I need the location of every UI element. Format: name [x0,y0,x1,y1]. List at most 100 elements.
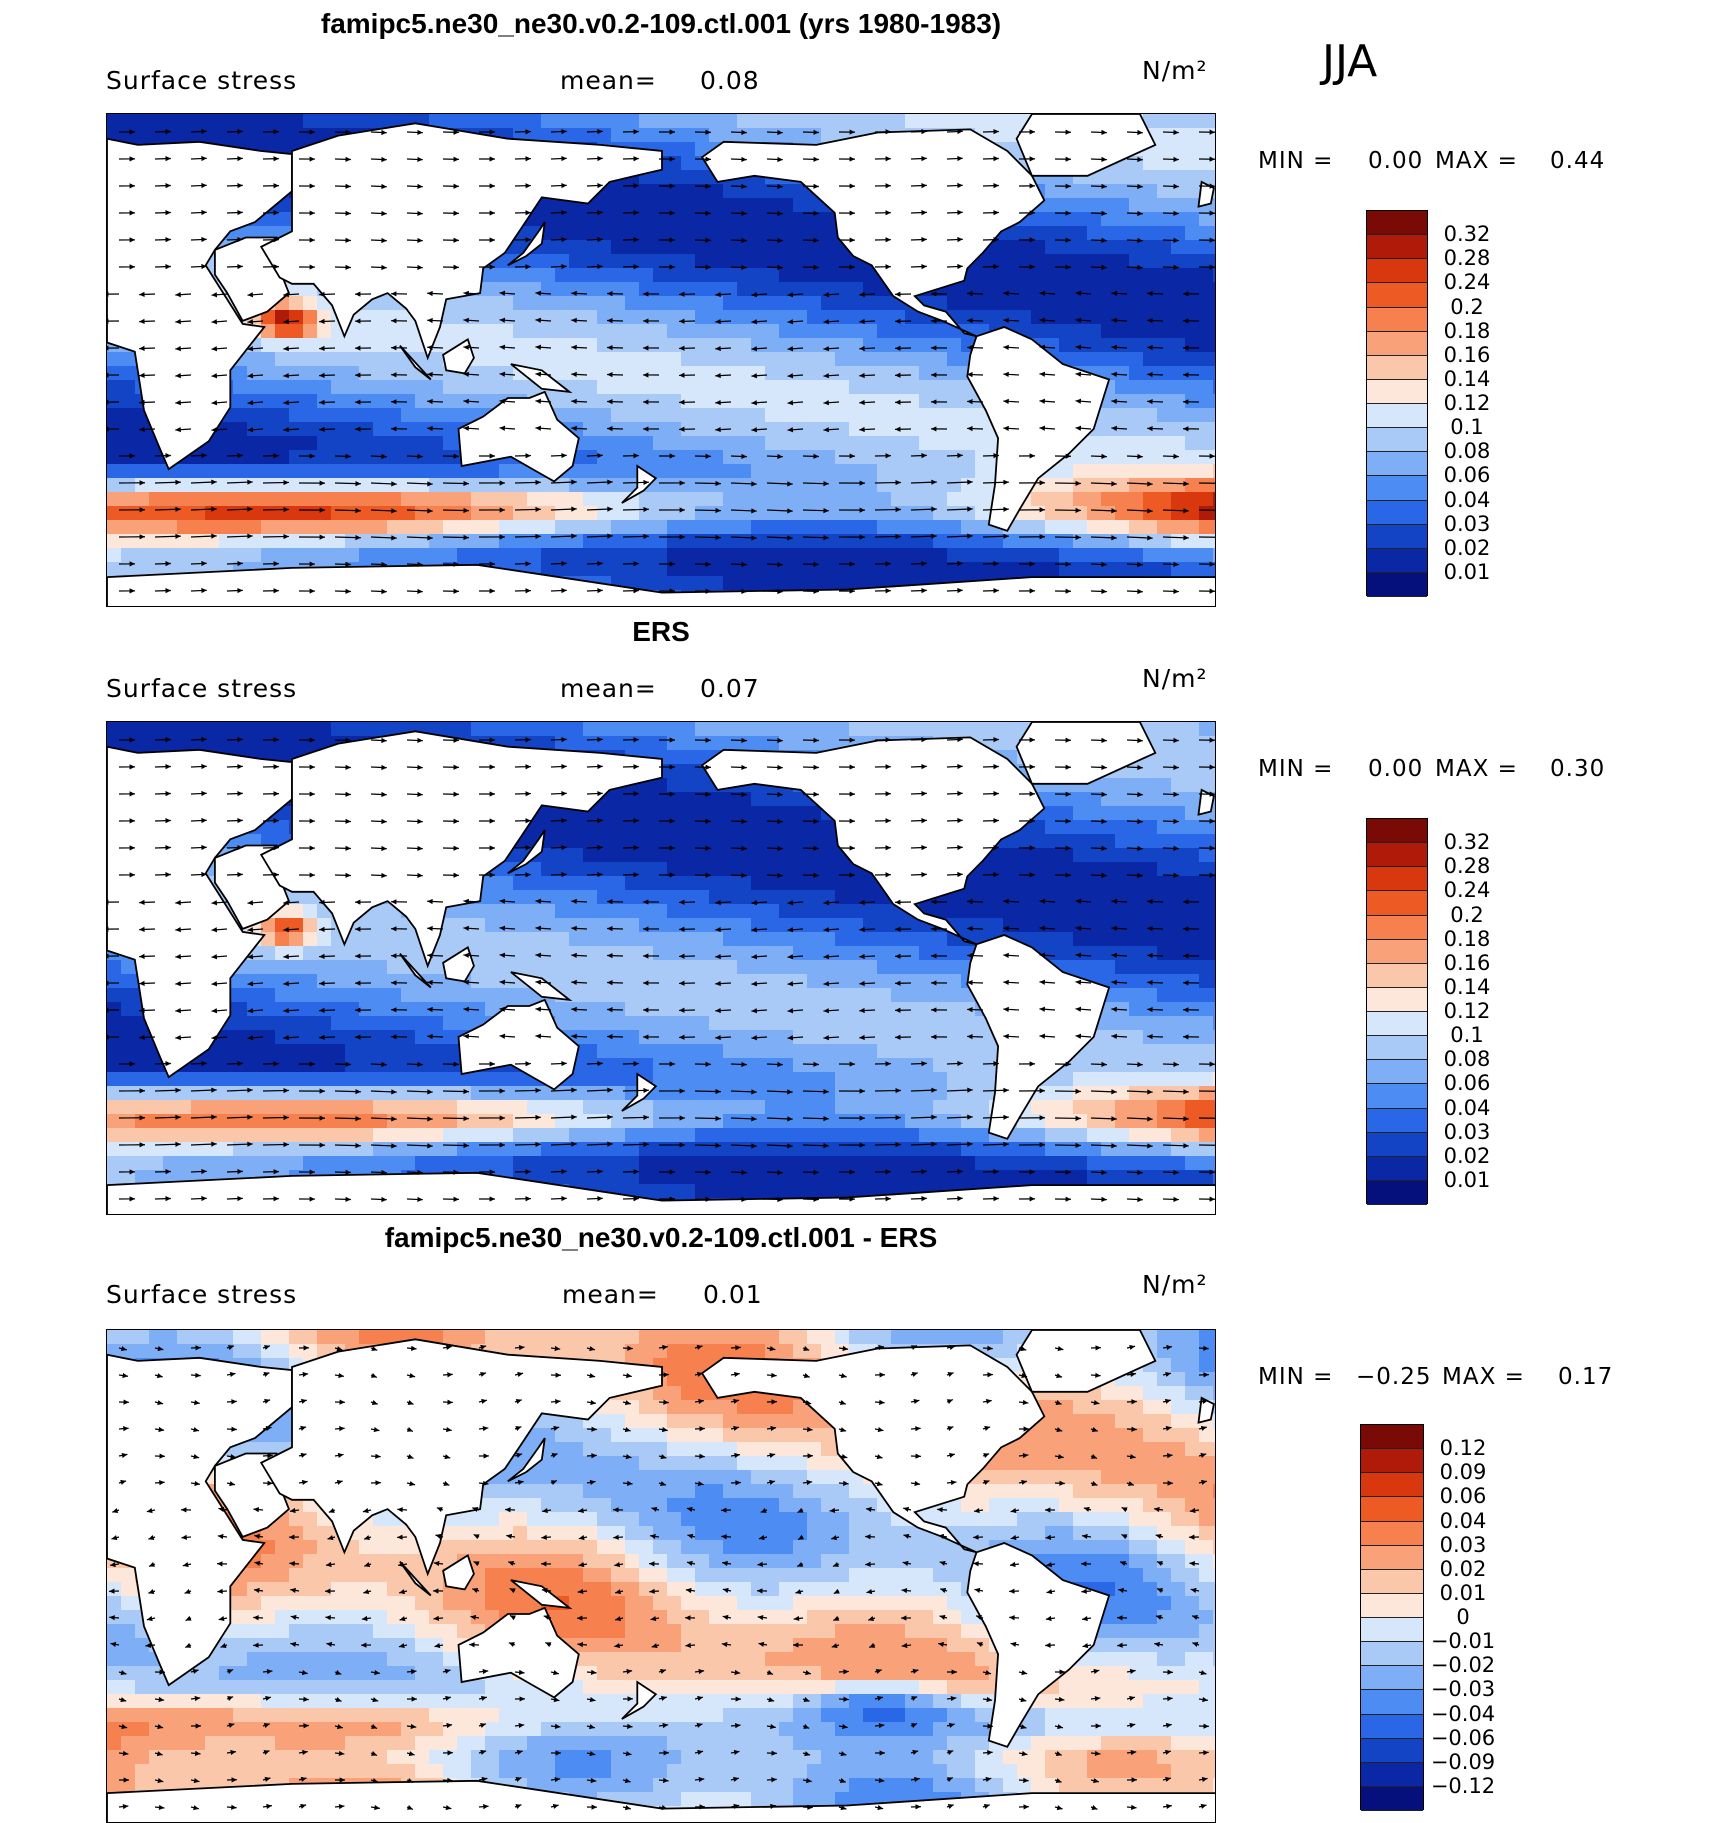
field-cell [1143,492,1158,507]
field-cell [653,848,668,863]
field-cell [1185,128,1200,143]
field-cell [457,520,472,535]
field-cell [1213,282,1216,297]
field-cell [765,450,780,465]
field-cell [849,296,864,311]
field-cell [1129,254,1144,269]
field-cell [247,492,262,507]
field-cell [919,338,934,353]
field-cell [667,862,682,877]
field-cell [723,862,738,877]
field-cell [261,128,276,143]
field-cell [317,450,332,465]
field-cell [835,352,850,367]
field-cell [821,128,836,143]
field-cell [359,506,374,521]
field-cell [359,436,374,451]
field-cell [1143,464,1158,479]
field-cell [415,464,430,479]
field-cell [639,226,654,241]
field-cell [275,492,290,507]
field-cell [1129,366,1144,381]
field-cell [681,806,696,821]
field-cell [653,506,668,521]
field-cell [289,722,304,737]
field-cell [723,820,738,835]
field-cell [513,464,528,479]
field-cell [1157,268,1172,283]
field-cell [1059,282,1074,297]
field-cell [863,352,878,367]
field-cell [359,352,374,367]
field-cell [625,408,640,423]
field-cell [793,478,808,493]
field-cell [639,296,654,311]
field-cell [611,408,626,423]
field-cell [275,114,290,129]
field-cell [807,394,822,409]
field-cell [1003,128,1018,143]
field-cell [765,408,780,423]
field-cell [919,408,934,423]
field-cell [1003,114,1018,129]
field-cell [821,268,836,283]
field-cell [1045,862,1060,877]
field-cell [233,128,248,143]
field-cell [1157,862,1172,877]
field-cell [513,338,528,353]
field-cell [667,548,682,563]
field-cell [1115,492,1130,507]
field-cell [457,296,472,311]
field-cell [639,736,654,751]
field-cell [1213,534,1216,549]
field-cell [947,478,962,493]
field-cell [793,198,808,213]
vector-arrowhead [107,345,108,350]
field-cell [737,394,752,409]
field-cell [1129,492,1144,507]
vector-arrowhead [107,291,108,296]
field-cell [527,324,542,339]
field-cell [163,548,178,563]
field-cell [709,506,724,521]
field-cell [485,548,500,563]
field-cell [401,520,416,535]
field-cell [303,548,318,563]
field-cell [1101,408,1116,423]
field-cell [261,394,276,409]
field-cell [1213,862,1216,877]
field-cell [1129,806,1144,821]
field-cell [289,478,304,493]
field-cell [1045,226,1060,241]
field-cell [709,792,724,807]
field-cell [975,114,990,129]
field-cell [1143,848,1158,863]
field-cell [751,254,766,269]
field-cell [191,478,206,493]
field-cell [723,464,738,479]
field-cell [961,296,976,311]
field-cell [1213,324,1216,339]
field-cell [807,722,822,737]
field-cell [1157,750,1172,765]
field-cell [625,548,640,563]
field-cell [583,436,598,451]
field-cell [765,876,780,891]
field-cell [1157,142,1172,157]
field-cell [905,380,920,395]
field-cell [289,352,304,367]
field-cell [1017,240,1032,255]
colorbar-tick-label: 0.03 [1432,513,1502,535]
field-cell [1073,848,1088,863]
field-cell [653,380,668,395]
colorbar-tick-label: 0.12 [1432,392,1502,414]
field-cell [737,282,752,297]
field-cell [569,226,584,241]
field-cell [639,492,654,507]
field-cell [1185,240,1200,255]
field-cell [709,848,724,863]
field-cell [331,464,346,479]
field-cell [821,226,836,241]
field-cell [1143,352,1158,367]
field-cell [555,310,570,325]
